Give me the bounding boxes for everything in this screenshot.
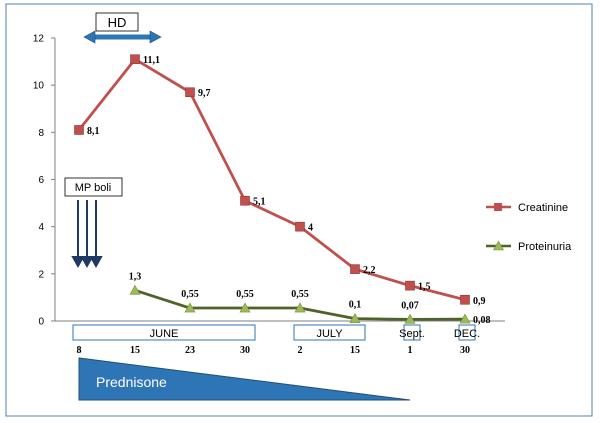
series-line-creatinine [77,57,466,302]
x-tick-label: 2 [298,345,303,356]
x-tick-label: 15 [130,345,140,356]
legend: Creatinine Proteinuria [486,202,572,253]
creatinine-point [460,294,470,305]
legend-label-proteinuria: Proteinuria [518,241,572,253]
month-label: JUNE [150,328,179,340]
series-markers [74,54,471,324]
hd-annotation: HD [83,12,162,44]
y-tick-label: 12 [33,34,45,45]
proteinuria-point [459,313,471,324]
proteinuria-point [129,284,141,295]
proteinuria-data-label: 1,3 [129,271,142,282]
creatinine-point [350,264,360,274]
x-tick-label: 23 [185,345,195,356]
y-tick-label: 8 [38,128,44,139]
proteinuria-point [239,302,251,313]
creatinine-data-label: 2,2 [363,265,376,276]
y-tick-label: 0 [38,317,44,328]
x-tick-label: 1 [408,345,413,356]
creatinine-point [240,195,250,206]
proteinuria-point [349,313,361,323]
creatinine-data-label: 1,5 [418,282,431,293]
legend-item-proteinuria: Proteinuria [486,240,572,253]
month-label: JULY [316,328,343,340]
creatinine-data-label: 5,1 [253,197,266,208]
legend-item-creatinine: Creatinine [486,202,568,214]
creatinine-point [74,125,84,135]
proteinuria-point [404,313,416,324]
creatinine-point [185,87,195,98]
month-box [403,324,421,341]
x-tick-label: 15 [350,345,360,356]
x-axis-ticks: 8 15 23 30 2 15 1 30 [77,345,471,356]
y-tick-label: 2 [38,269,44,280]
prednisone-wedge [78,357,411,401]
month-label: DEC. [454,328,480,340]
prednisone-label: Prednisone [96,374,167,390]
month-box [293,324,366,341]
prednisone-annotation: Prednisone [78,357,411,401]
x-tick-label: 8 [77,345,82,356]
mp-boli-label: MP boli [75,182,111,194]
creatinine-data-label: 8,1 [87,126,100,137]
creatinine-data-label: 9,7 [198,88,211,99]
month-box [458,324,476,341]
mp-boli-annotation: MP boli [64,177,123,269]
data-labels: 8,1 11,1 9,7 5,1 4 2,2 1,5 0,9 1,3 0,55 0,55 0,55 0,… [87,55,491,326]
legend-label-creatinine: Creatinine [518,202,568,214]
x-tick-label: 30 [240,345,250,356]
proteinuria-data-label: 0,08 [473,315,491,326]
creatinine-point [130,54,140,65]
proteinuria-data-label: 0,55 [236,289,254,300]
proteinuria-point [294,302,306,313]
mp-boli-label-box [64,177,123,197]
creatinine-data-label: 4 [308,223,313,234]
hd-label: HD [108,15,127,30]
proteinuria-data-label: 0,55 [181,289,199,300]
proteinuria-point [184,302,196,313]
hd-double-arrow [83,30,162,44]
creatinine-data-label: 0,9 [473,296,486,307]
creatinine-data-label: 11,1 [143,55,160,66]
proteinuria-data-label: 0,1 [349,300,362,311]
x-tick-label: 30 [460,345,470,356]
y-tick-label: 10 [33,81,45,92]
y-tick-label: 6 [38,175,44,186]
y-tick-label: 4 [38,222,44,233]
proteinuria-data-label: 0,55 [291,289,309,300]
mp-boli-arrows [71,200,103,269]
creatinine-point [295,221,305,232]
y-axis-ticks: 0 2 4 6 8 10 12 [33,34,55,328]
hd-label-box [95,12,139,32]
month-boxes: JUNE JULY Sept. DEC. [72,324,480,341]
month-label: Sept. [399,328,425,340]
proteinuria-data-label: 0,07 [401,300,419,311]
creatinine-point [405,280,415,291]
month-box [72,324,256,341]
